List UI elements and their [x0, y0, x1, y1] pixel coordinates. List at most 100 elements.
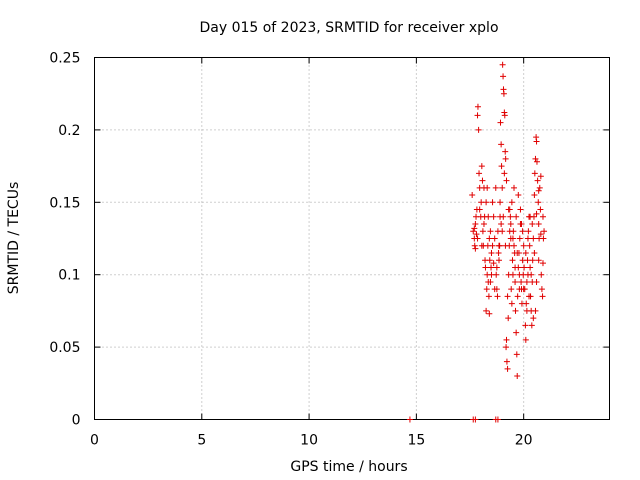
- data-point: [514, 249, 521, 256]
- data-point: [528, 322, 535, 329]
- data-point: [491, 235, 498, 242]
- data-point: [495, 249, 502, 256]
- data-point: [517, 206, 524, 213]
- data-point: [513, 329, 520, 336]
- data-point: [503, 177, 510, 184]
- data-point: [489, 242, 496, 249]
- data-point: [508, 300, 515, 307]
- data-point: [511, 184, 518, 191]
- data-point: [500, 73, 507, 80]
- grid-lines: [94, 57, 610, 420]
- data-point: [513, 351, 520, 358]
- data-point: [525, 228, 532, 235]
- data-point: [539, 260, 546, 267]
- data-point: [506, 228, 513, 235]
- data-point: [509, 271, 516, 278]
- data-point: [493, 264, 500, 271]
- data-point: [471, 225, 478, 232]
- data-point: [520, 286, 527, 293]
- data-point: [499, 184, 506, 191]
- data-point: [533, 158, 540, 165]
- data-point: [483, 199, 490, 206]
- data-point: [493, 271, 500, 278]
- data-point: [535, 257, 542, 264]
- data-point: [488, 264, 495, 271]
- data-point: [489, 199, 496, 206]
- data-point: [476, 206, 483, 213]
- data-point: [508, 286, 515, 293]
- data-point: [474, 103, 481, 110]
- data-point: [472, 416, 479, 423]
- data-point: [537, 173, 544, 180]
- data-point: [490, 213, 497, 220]
- data-point: [511, 242, 518, 249]
- data-point: [516, 235, 523, 242]
- data-point: [485, 293, 492, 300]
- data-point: [469, 192, 476, 199]
- data-point: [491, 286, 498, 293]
- data-point: [523, 307, 530, 314]
- data-point: [530, 235, 537, 242]
- data-point: [483, 286, 490, 293]
- data-point: [538, 286, 545, 293]
- y-tick-label: 0.25: [49, 51, 80, 67]
- data-point: [497, 199, 504, 206]
- x-tick-label: 15: [407, 433, 425, 449]
- data-point: [499, 228, 506, 235]
- data-point: [535, 187, 542, 194]
- data-point: [483, 307, 490, 314]
- data-point: [527, 213, 534, 220]
- data-point: [502, 155, 509, 162]
- data-point: [503, 336, 510, 343]
- data-point: [527, 264, 534, 271]
- x-tick-label: 20: [515, 433, 533, 449]
- data-point: [482, 264, 489, 271]
- data-point: [488, 249, 495, 256]
- chart-title: Day 015 of 2023, SRMTID for receiver xpl…: [199, 20, 498, 36]
- data-point: [476, 170, 483, 177]
- data-points: [406, 61, 548, 423]
- data-point: [526, 242, 533, 249]
- data-point: [509, 257, 516, 264]
- data-point: [526, 293, 533, 300]
- data-point: [518, 221, 525, 228]
- x-tick-label: 5: [197, 433, 206, 449]
- data-point: [486, 257, 493, 264]
- data-point: [533, 278, 540, 285]
- data-point: [535, 199, 542, 206]
- x-axis-label: GPS time / hours: [290, 459, 407, 475]
- data-point: [499, 61, 506, 68]
- data-point: [512, 307, 519, 314]
- data-point: [503, 358, 510, 365]
- data-point: [502, 148, 509, 155]
- data-point: [533, 138, 540, 145]
- data-point: [538, 271, 545, 278]
- x-tick-labels: 0 5 10 15 20: [90, 433, 533, 449]
- data-point: [504, 365, 511, 372]
- data-point: [406, 416, 413, 423]
- y-tick-label: 0.1: [58, 268, 80, 284]
- data-point: [473, 231, 480, 238]
- data-point: [494, 293, 501, 300]
- data-point: [523, 278, 530, 285]
- y-tick-label: 0: [72, 413, 81, 429]
- data-point: [486, 310, 493, 317]
- data-point: [507, 213, 514, 220]
- data-point: [532, 307, 539, 314]
- data-point: [498, 141, 505, 148]
- data-point: [475, 126, 482, 133]
- data-point: [474, 235, 481, 242]
- data-point: [528, 271, 535, 278]
- data-point: [531, 170, 538, 177]
- data-point: [508, 199, 515, 206]
- data-point: [523, 300, 530, 307]
- data-point: [515, 192, 522, 199]
- data-point: [480, 221, 487, 228]
- data-point: [495, 242, 502, 249]
- data-point: [502, 242, 509, 249]
- y-tick-label: 0.05: [49, 340, 80, 356]
- x-tick-label: 0: [90, 433, 99, 449]
- x-tick-label: 10: [300, 433, 318, 449]
- data-point: [524, 257, 531, 264]
